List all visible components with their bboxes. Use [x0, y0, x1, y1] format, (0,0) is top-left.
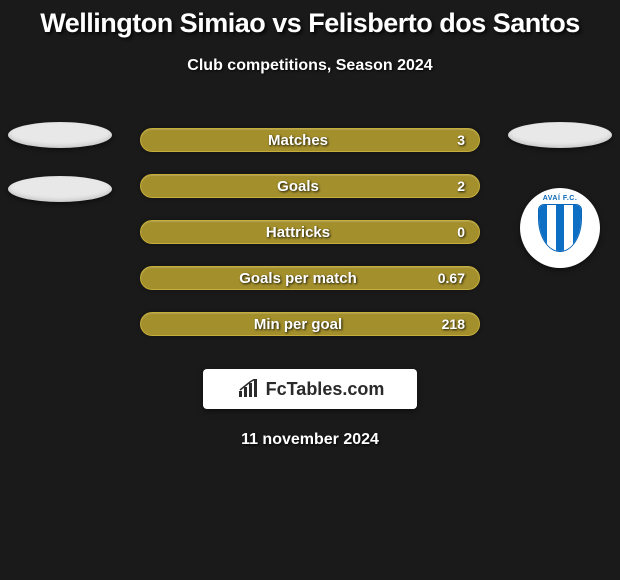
stat-row: Min per goal 218: [0, 301, 620, 347]
stat-row: Goals 2: [0, 163, 620, 209]
stat-bar: Goals 2: [140, 174, 480, 198]
stat-right-value: 0: [457, 224, 465, 240]
stat-right-value: 2: [457, 178, 465, 194]
subtitle: Club competitions, Season 2024: [0, 57, 620, 75]
content-root: Wellington Simiao vs Felisberto dos Sant…: [0, 0, 620, 580]
stat-right-value: 3: [457, 132, 465, 148]
stat-row: Matches 3: [0, 117, 620, 163]
stat-label: Matches: [268, 132, 328, 149]
stat-right-value: 218: [442, 316, 465, 332]
footer-brand-box[interactable]: FcTables.com: [203, 369, 417, 409]
stat-bar: Hattricks 0: [140, 220, 480, 244]
stat-row: Hattricks 0: [0, 209, 620, 255]
stat-label: Hattricks: [266, 224, 330, 241]
stat-bar: Min per goal 218: [140, 312, 480, 336]
stat-bar: Matches 3: [140, 128, 480, 152]
footer-brand-text: FcTables.com: [266, 379, 385, 400]
date-text: 11 november 2024: [0, 431, 620, 449]
stat-bar: Goals per match 0.67: [140, 266, 480, 290]
chart-icon: [236, 379, 262, 399]
stat-label: Min per goal: [254, 316, 342, 333]
stat-label: Goals per match: [239, 270, 357, 287]
stat-right-value: 0.67: [438, 270, 465, 286]
stat-label: Goals: [277, 178, 319, 195]
page-title: Wellington Simiao vs Felisberto dos Sant…: [0, 8, 620, 39]
stats-list: Matches 3 Goals 2 Hattricks 0 Goals per match 0…: [0, 117, 620, 347]
stat-row: Goals per match 0.67: [0, 255, 620, 301]
